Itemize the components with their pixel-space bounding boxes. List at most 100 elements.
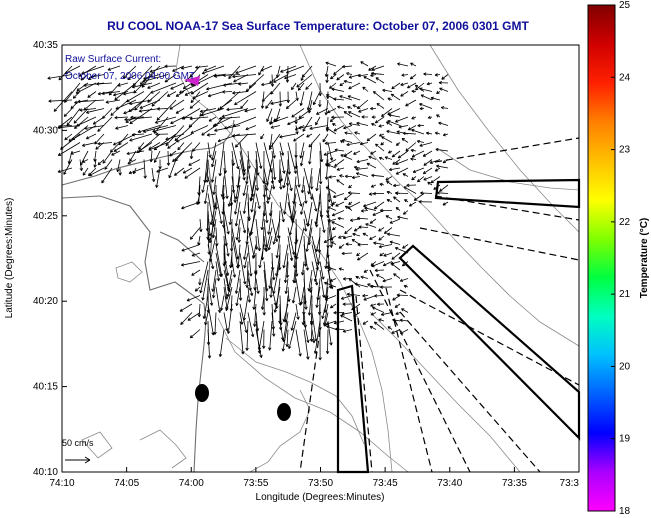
current-vector xyxy=(299,286,305,305)
y-tick-label: 40:25 xyxy=(33,211,58,222)
current-vector xyxy=(370,303,377,307)
current-vector xyxy=(423,176,433,181)
current-vector xyxy=(329,82,337,89)
current-vector xyxy=(247,278,254,297)
current-vector xyxy=(313,320,321,354)
current-vector xyxy=(311,193,318,212)
current-vector xyxy=(172,65,185,72)
current-vector xyxy=(346,292,361,297)
current-vector xyxy=(403,186,417,194)
current-vector xyxy=(209,201,217,226)
current-vector xyxy=(434,167,441,172)
current-vector xyxy=(331,210,345,217)
current-vector xyxy=(247,201,251,220)
current-vector xyxy=(273,286,281,313)
current-vector xyxy=(287,235,294,261)
current-vector xyxy=(263,193,269,224)
current-vector xyxy=(102,150,113,164)
current-vector xyxy=(175,133,193,143)
y-axis-label: Latitude (Degrees:Minutes) xyxy=(4,198,15,319)
current-vector xyxy=(298,125,313,130)
current-vector xyxy=(188,159,201,166)
current-vector xyxy=(331,87,345,92)
current-vector xyxy=(129,108,153,125)
current-vector xyxy=(207,91,225,98)
x-tick-label: 73:3 xyxy=(560,478,580,489)
current-vector xyxy=(368,65,377,71)
current-vector xyxy=(73,108,89,124)
current-vector xyxy=(327,218,337,223)
current-vector xyxy=(373,241,385,245)
current-vector xyxy=(267,210,273,235)
current-vector xyxy=(378,133,385,137)
current-vector xyxy=(239,252,247,285)
current-vector xyxy=(186,295,201,302)
figure-title: RU COOL NOAA-17 Sea Surface Temperature:… xyxy=(107,19,529,33)
current-vector xyxy=(251,244,257,259)
current-vector xyxy=(401,138,409,143)
current-vector xyxy=(153,150,161,163)
current-vector xyxy=(223,227,230,257)
current-vector xyxy=(156,167,169,173)
current-vector xyxy=(370,312,377,316)
current-vector xyxy=(355,172,369,177)
current-vector xyxy=(378,244,393,249)
current-vector xyxy=(307,286,313,316)
current-vector xyxy=(208,116,217,122)
current-vector xyxy=(223,210,230,235)
current-vector xyxy=(285,99,297,110)
current-vector xyxy=(282,303,289,322)
current-vector xyxy=(400,91,409,97)
y-axis-ticks: 40:35 40:30 40:25 40:20 40:15 40:10 xyxy=(33,40,67,478)
current-vector xyxy=(295,159,301,188)
current-vector xyxy=(177,142,185,151)
current-vector xyxy=(127,74,137,81)
current-vector xyxy=(242,176,249,196)
current-vector xyxy=(419,142,433,147)
current-vector xyxy=(287,150,292,175)
current-vector xyxy=(347,111,361,118)
current-vector xyxy=(423,159,433,166)
current-vector xyxy=(365,223,377,228)
current-vector xyxy=(372,91,385,101)
y-tick-label: 40:15 xyxy=(33,382,58,393)
x-tick-label: 73:55 xyxy=(243,478,268,489)
current-vector xyxy=(354,282,369,288)
current-vector xyxy=(219,295,225,311)
current-vector xyxy=(348,184,353,189)
current-vector xyxy=(371,115,377,119)
current-vector xyxy=(331,123,337,127)
current-vector xyxy=(207,244,215,270)
current-vector xyxy=(79,159,83,172)
current-vector xyxy=(351,175,361,180)
current-vector xyxy=(131,82,153,89)
current-vector xyxy=(315,116,321,126)
current-vector xyxy=(142,125,169,133)
current-vector xyxy=(79,108,97,112)
colorbar: 25 24 23 22 21 20 19 18 Temperature (°C) xyxy=(587,0,650,517)
current-vector xyxy=(101,167,113,184)
current-vector xyxy=(341,251,353,256)
current-vector xyxy=(409,74,417,80)
current-vector xyxy=(360,61,369,67)
current-vector xyxy=(267,235,273,251)
current-vector xyxy=(164,74,177,83)
current-vector xyxy=(165,133,185,141)
current-vector xyxy=(206,133,217,137)
current-vector xyxy=(112,133,137,146)
current-vector xyxy=(207,329,212,359)
current-vector xyxy=(373,201,385,210)
current-vector xyxy=(190,125,209,134)
current-vector xyxy=(306,133,313,138)
y-tick-label: 40:20 xyxy=(33,296,58,307)
current-vector xyxy=(319,210,326,233)
current-vector xyxy=(195,65,209,69)
current-vector xyxy=(279,320,285,341)
current-vector xyxy=(388,113,401,118)
current-vector xyxy=(343,193,353,201)
current-vector xyxy=(352,104,361,109)
current-vector xyxy=(207,278,214,306)
current-vector xyxy=(430,96,441,101)
current-vector xyxy=(131,133,145,137)
current-vector xyxy=(411,128,425,135)
